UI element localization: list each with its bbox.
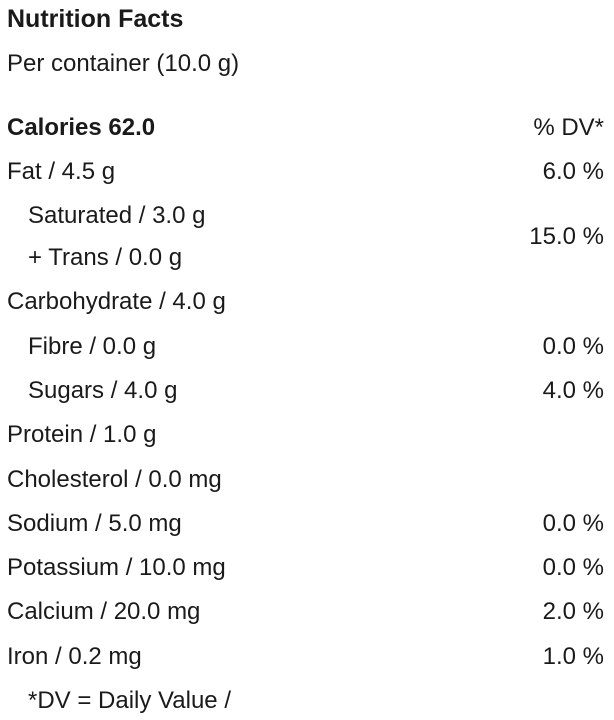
nutrient-dv: 15.0 % xyxy=(529,223,604,251)
nutrient-dv: 0.0 % xyxy=(542,332,604,360)
calories: Calories 62.0 xyxy=(7,114,156,141)
nutrient-label: + Trans / 0.0 g xyxy=(28,244,183,272)
nutrient-label: Sugars / 4.0 g xyxy=(28,376,178,404)
serving: Per container (10.0 g) xyxy=(7,50,240,77)
nutrient-label: Fat / 4.5 g xyxy=(7,158,116,185)
nutrient-dv: 6.0 % xyxy=(542,158,604,185)
nutrient-dv: 4.0 % xyxy=(542,376,604,404)
nutrient-label: Iron / 0.2 mg xyxy=(7,642,142,670)
dv-header: % DV* xyxy=(533,114,604,141)
nutrient-dv: 0.0 % xyxy=(542,554,604,582)
nutrient-label: Fibre / 0.0 g xyxy=(28,332,157,360)
nutrient-dv: 1.0 % xyxy=(542,642,604,670)
nutrient-dv: 2.0 % xyxy=(542,598,604,626)
nutrient-label: Sodium / 5.0 mg xyxy=(7,509,182,537)
nutrient-dv: 0.0 % xyxy=(542,509,604,537)
nutrient-label: Protein / 1.0 g xyxy=(7,421,157,449)
title: Nutrition Facts xyxy=(7,5,184,33)
nutrient-label: Calcium / 20.0 mg xyxy=(7,598,201,626)
nutrient-label: Potassium / 10.0 mg xyxy=(7,554,226,582)
nutrient-label: Cholesterol / 0.0 mg xyxy=(7,465,222,493)
nutrient-label: Carbohydrate / 4.0 g xyxy=(7,288,226,316)
nutrient-label: Saturated / 3.0 g xyxy=(28,202,206,230)
footnote: *DV = Daily Value / xyxy=(28,687,231,714)
